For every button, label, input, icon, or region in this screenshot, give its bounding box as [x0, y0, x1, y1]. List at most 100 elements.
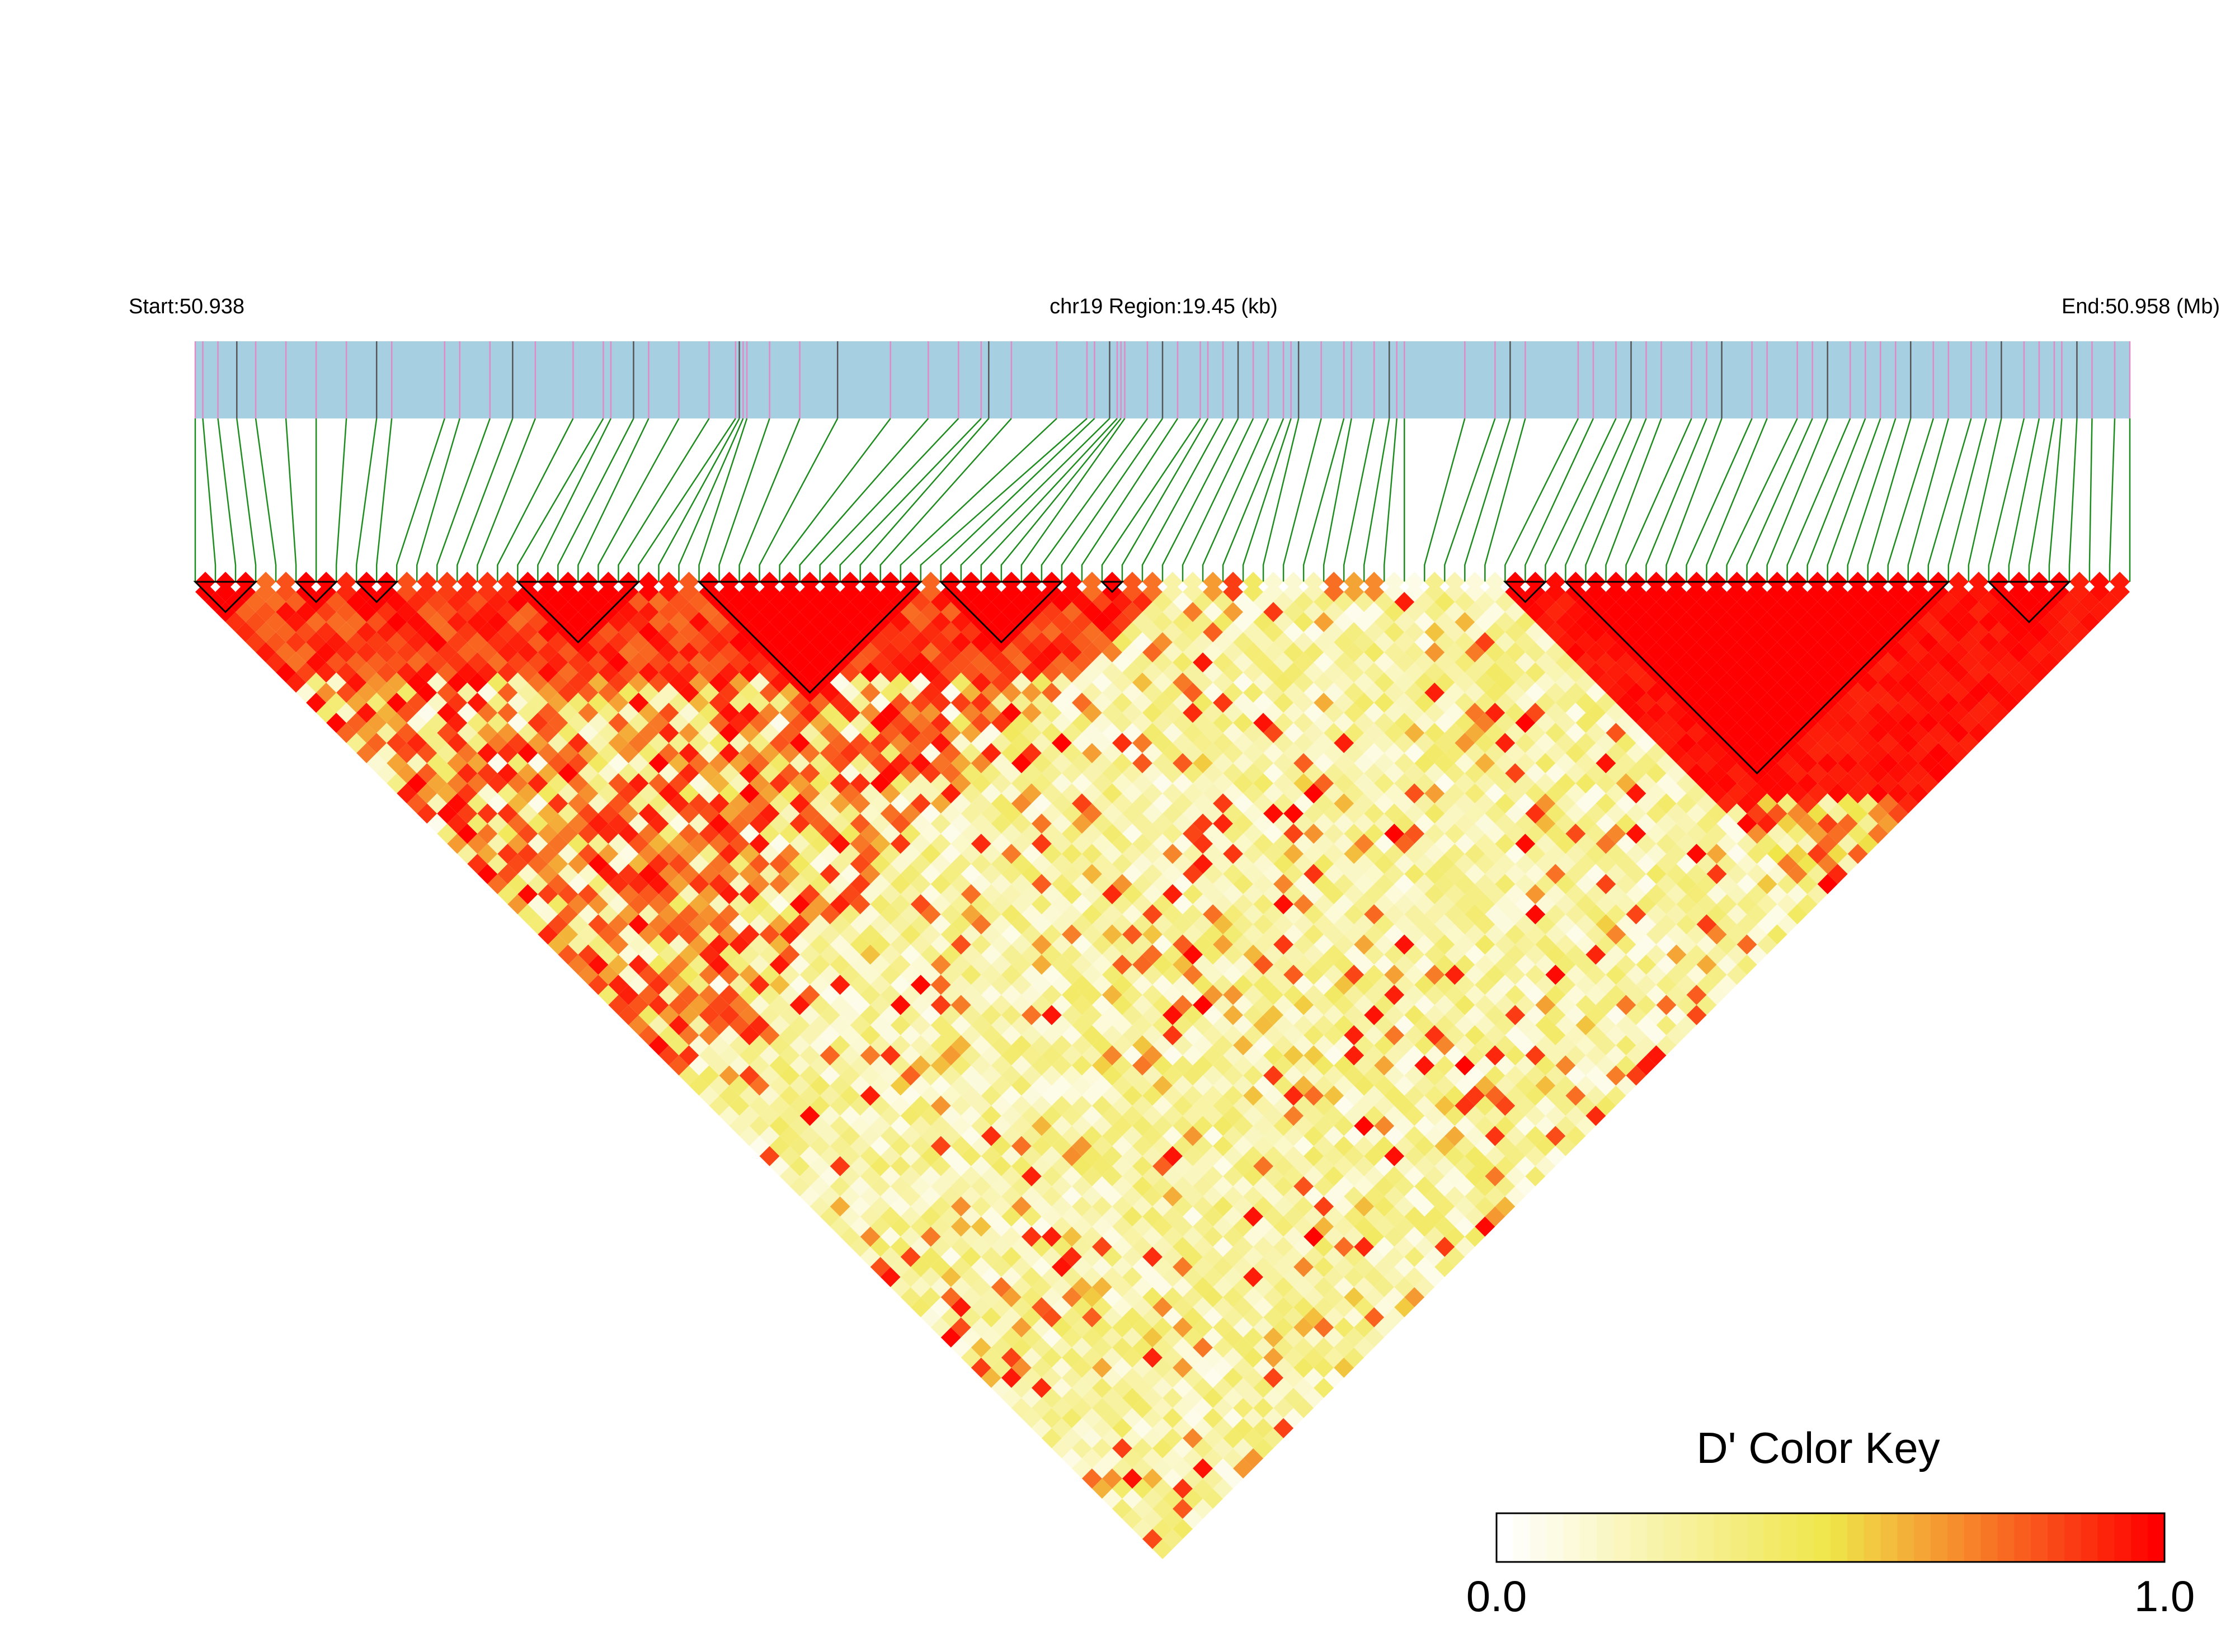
- ld-cell: [900, 864, 921, 884]
- ld-cell: [789, 914, 810, 935]
- ld-cell: [1132, 1216, 1152, 1237]
- ld-cell: [1051, 934, 1072, 955]
- ld-cell: [1495, 934, 1516, 955]
- ld-cell: [1606, 844, 1626, 864]
- ld-cell: [1314, 1136, 1334, 1156]
- ld-cell: [1031, 713, 1052, 733]
- ld-cell: [377, 662, 397, 683]
- ld-cell: [1233, 1317, 1254, 1338]
- ld-cell: [789, 592, 810, 613]
- ld-cell: [1142, 1146, 1163, 1166]
- ld-cell: [1183, 703, 1203, 723]
- ld-cell: [1152, 1116, 1173, 1136]
- ld-cell: [880, 944, 901, 965]
- ld-cell: [1767, 723, 1787, 743]
- ld-cell: [1233, 773, 1254, 794]
- ld-cell: [1908, 783, 1928, 804]
- ld-cell: [1011, 934, 1032, 955]
- ld-cell: [850, 954, 871, 975]
- ld-cell: [1081, 683, 1102, 703]
- ld-cell: [1091, 773, 1112, 794]
- ld-cell: [1656, 854, 1677, 874]
- ld-cell: [1173, 1216, 1193, 1237]
- ld-cell: [1485, 1186, 1505, 1207]
- ld-cell: [749, 672, 770, 693]
- ld-cell: [1253, 813, 1274, 834]
- ld-cell: [658, 964, 679, 985]
- ld-cell: [1132, 1357, 1152, 1378]
- ld-cell: [1203, 1287, 1224, 1307]
- ld-cell: [890, 753, 911, 774]
- ld-cell: [1515, 1095, 1536, 1116]
- ld-cell: [1324, 703, 1344, 723]
- ld-cell: [1726, 823, 1747, 844]
- ld-cell: [1031, 1216, 1052, 1237]
- ld-cell: [507, 612, 528, 633]
- ld-cell: [1061, 743, 1082, 764]
- ld-cell: [628, 672, 649, 693]
- ld-cell: [1626, 884, 1646, 905]
- ld-cell: [356, 703, 377, 723]
- ld-cell: [1475, 934, 1495, 955]
- ld-cell: [1051, 1156, 1072, 1176]
- ld-cell: [1253, 632, 1274, 653]
- ld-cell: [1112, 1156, 1132, 1176]
- ld-cell: [1051, 874, 1072, 895]
- ld-cell: [810, 834, 830, 854]
- ld-cell: [930, 874, 951, 895]
- ld-cell: [568, 652, 589, 673]
- ld-cell: [820, 763, 840, 784]
- ld-cell: [900, 1045, 921, 1066]
- ld-cell: [1324, 1065, 1344, 1086]
- ld-cell: [1455, 894, 1475, 915]
- ld-cell: [1203, 1307, 1224, 1328]
- ld-cell: [880, 884, 901, 905]
- ld-cell: [1596, 713, 1616, 733]
- ld-cell: [628, 914, 649, 935]
- snp-connector: [1806, 418, 1866, 582]
- ld-cell: [1142, 703, 1163, 723]
- ld-cell: [920, 662, 941, 683]
- ld-cell: [1243, 1045, 1264, 1066]
- ld-cell: [1132, 1236, 1152, 1257]
- ld-cell: [1293, 1035, 1314, 1056]
- ld-cell: [1061, 602, 1082, 623]
- ld-cell: [588, 934, 609, 955]
- ld-cell: [1676, 813, 1697, 834]
- ld-cell: [1031, 1418, 1052, 1438]
- ld-cell: [991, 874, 1011, 895]
- ld-cell: [1324, 1045, 1344, 1066]
- ld-cell: [1273, 1156, 1294, 1176]
- ld-cell: [658, 783, 679, 804]
- ld-cell: [850, 652, 871, 673]
- ld-cell: [1183, 1428, 1203, 1448]
- ld-cell: [1152, 713, 1173, 733]
- ld-cell: [548, 874, 568, 895]
- ld-cell: [1203, 602, 1224, 623]
- ld-cell: [1726, 723, 1747, 743]
- ld-cell: [1142, 1287, 1163, 1307]
- ld-cell: [810, 793, 830, 814]
- ld-cell: [1364, 1166, 1385, 1187]
- ld-cell: [779, 964, 800, 985]
- ld-cell: [558, 803, 578, 824]
- ld-cell: [749, 1116, 770, 1136]
- ld-cell: [326, 713, 347, 733]
- ld-cell: [1061, 823, 1082, 844]
- ld-cell: [1293, 733, 1314, 754]
- ld-cell: [1273, 995, 1294, 1015]
- ld-cell: [981, 1206, 1001, 1227]
- ld-cell: [799, 844, 820, 864]
- ld-cell: [1304, 884, 1324, 905]
- ld-cell: [1091, 914, 1112, 935]
- ld-cell: [810, 1095, 830, 1116]
- ld-cell: [1122, 763, 1142, 784]
- ld-cell: [719, 743, 740, 764]
- ld-cell: [1183, 844, 1203, 864]
- ld-cell: [699, 622, 719, 643]
- ld-cell: [477, 743, 498, 764]
- ld-cell: [628, 874, 649, 895]
- ld-cell: [1122, 1166, 1142, 1187]
- ld-cell: [689, 753, 709, 774]
- ld-cell: [1293, 1397, 1314, 1418]
